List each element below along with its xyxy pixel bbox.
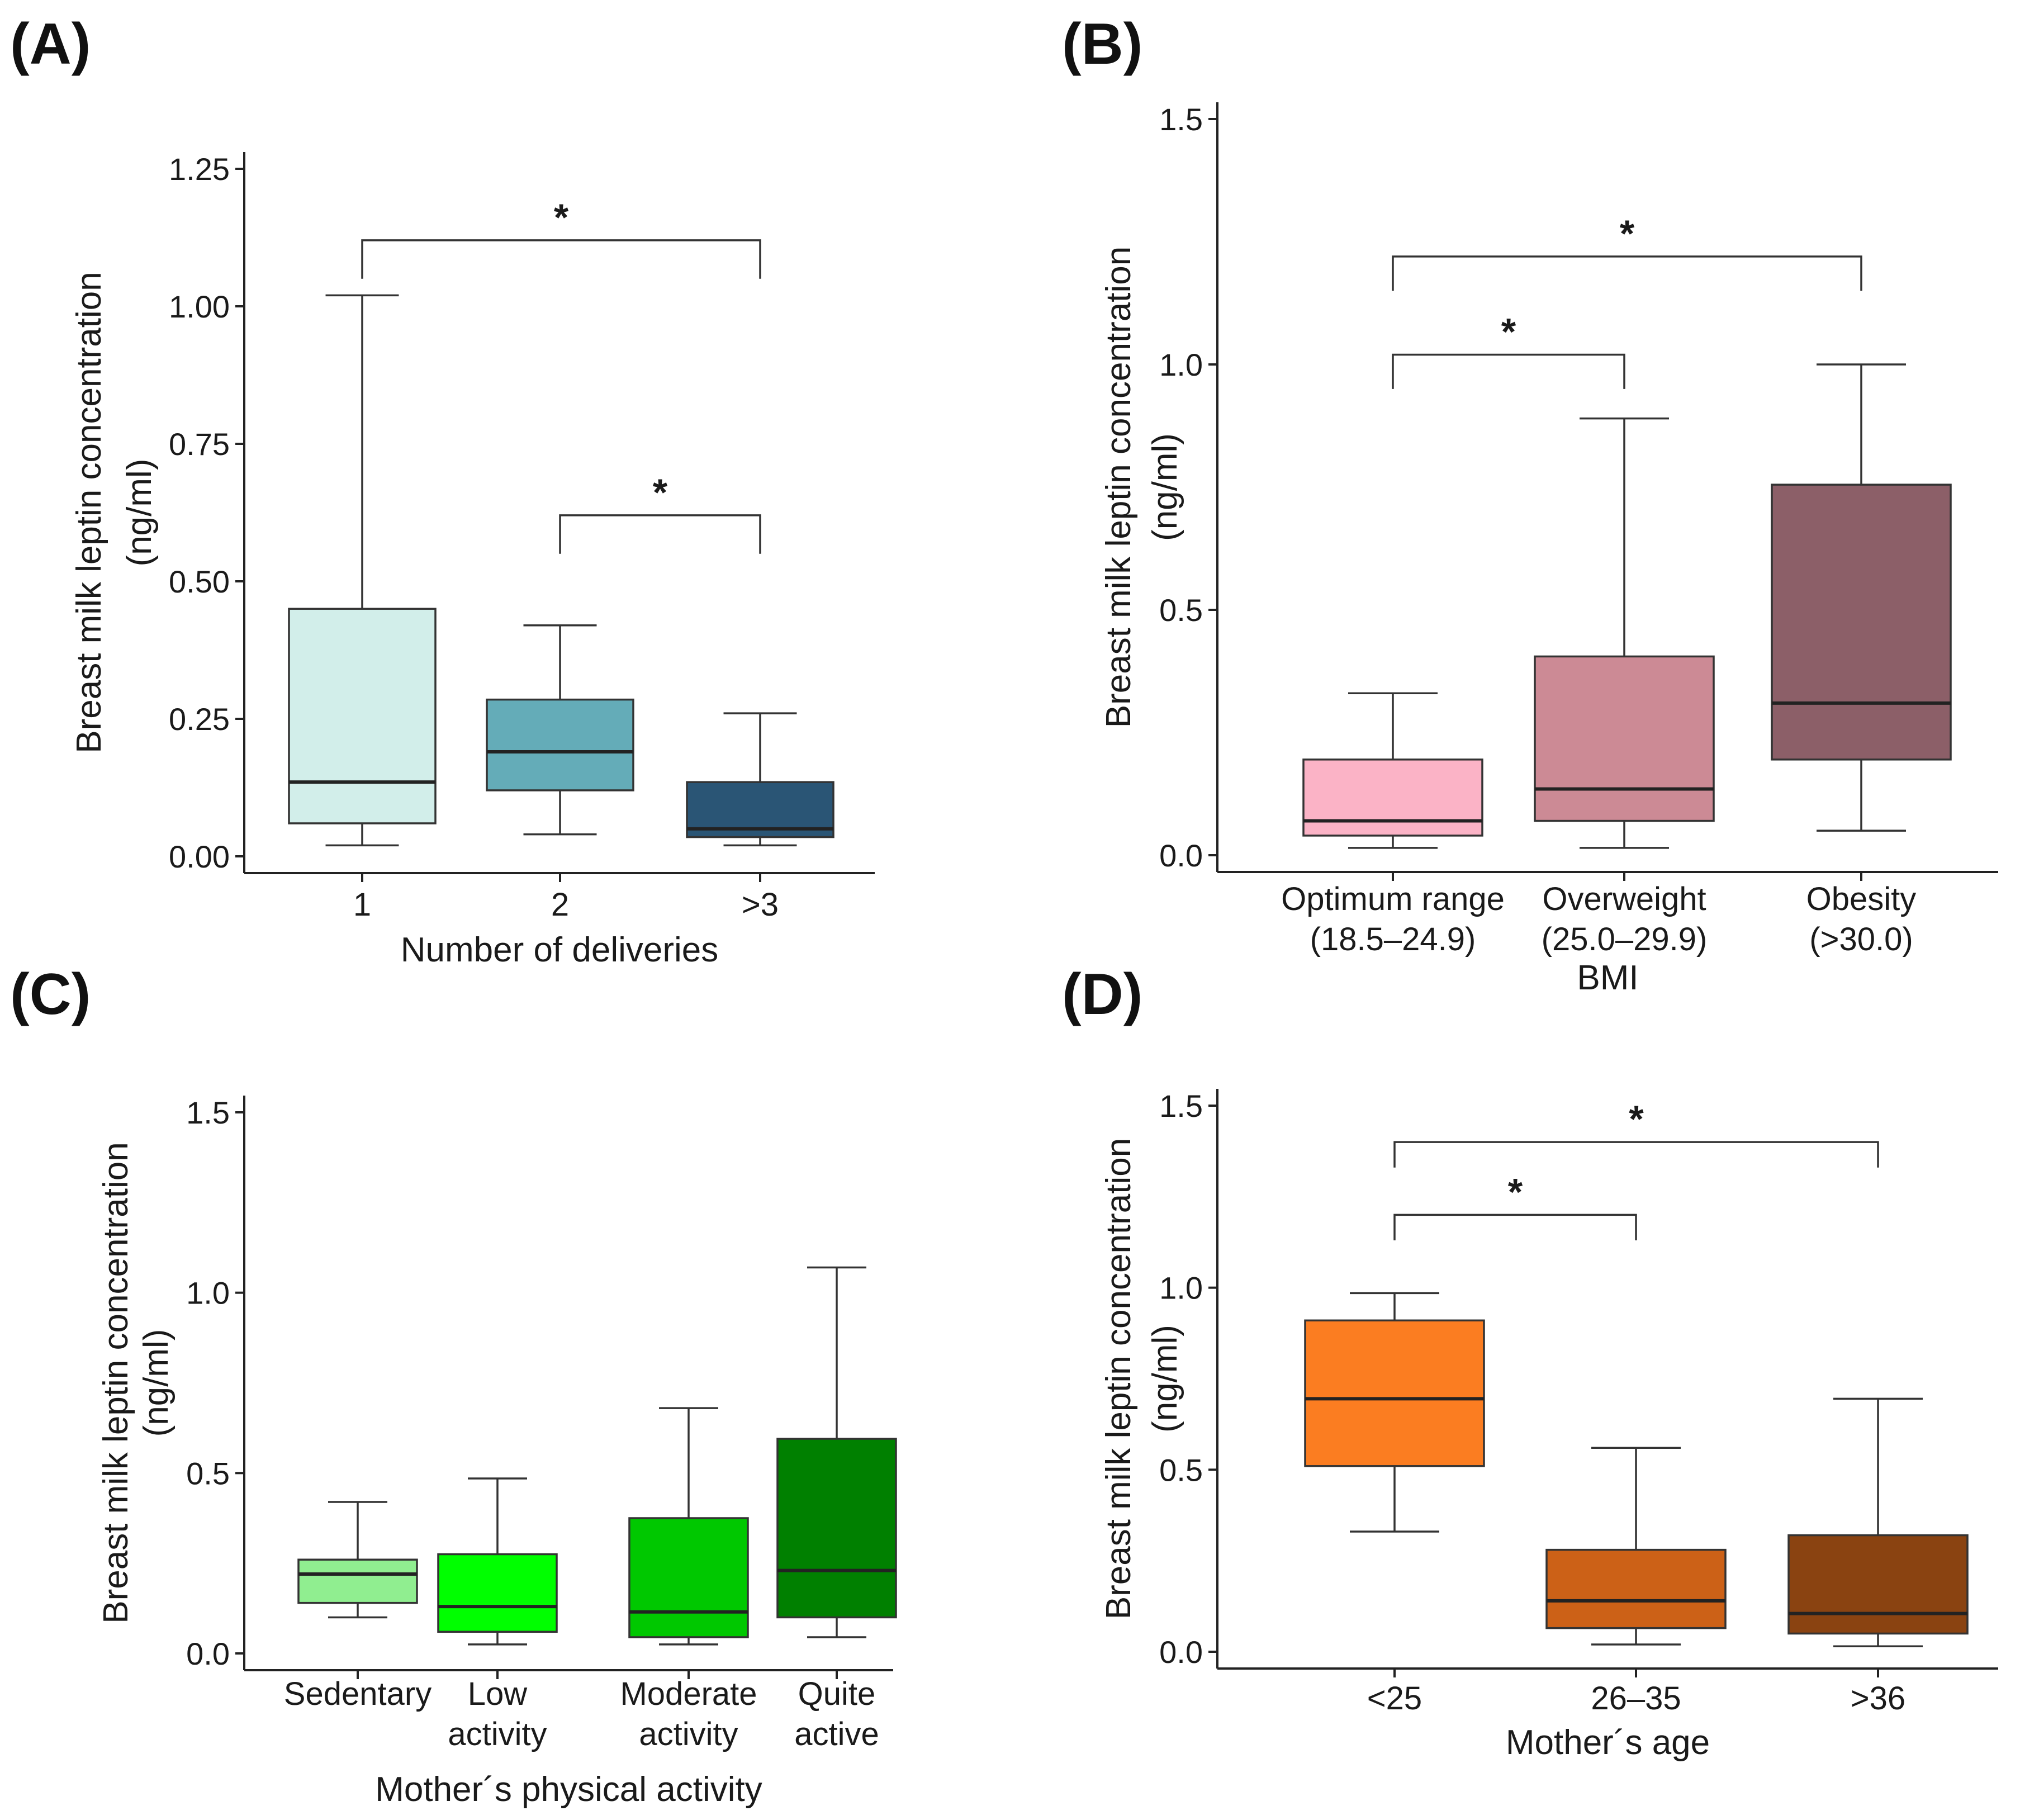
panel-a-x-tick-label: 1 bbox=[353, 887, 371, 923]
panel-a-y-axis-title: Breast milk leptin concentration bbox=[70, 272, 108, 753]
panel-b-y-axis-unit: (ng/ml) bbox=[1146, 433, 1184, 541]
panel-c-x-tick-label: Quite bbox=[798, 1676, 876, 1712]
panel-d-y-tick-label: 1.0 bbox=[1159, 1271, 1203, 1306]
panel-d-x-tick-label: <25 bbox=[1367, 1680, 1422, 1717]
panel-b-x-tick-label: Optimum range bbox=[1281, 881, 1505, 917]
panel-d-x-tick-label: >36 bbox=[1851, 1680, 1905, 1717]
panel-d-x-tick-label: 26–35 bbox=[1591, 1680, 1681, 1717]
panel-label-c: (C) bbox=[10, 962, 91, 1027]
panel-b-y-tick-label: 0.5 bbox=[1159, 593, 1203, 628]
panel-a-x-axis-title: Number of deliveries bbox=[401, 931, 719, 969]
panel-a-y-tick-label: 0.25 bbox=[169, 702, 230, 737]
panel-b-significance-bracket bbox=[1392, 353, 1625, 389]
panel-c-x-tick-label: activity bbox=[639, 1716, 738, 1752]
panel-a-box bbox=[486, 698, 634, 791]
panel-b-significance-star: * bbox=[1620, 212, 1635, 255]
panel-c-y-axis-title: Breast milk leptin concentration bbox=[97, 1142, 135, 1624]
panel-c-box bbox=[297, 1558, 418, 1604]
panel-d-box bbox=[1787, 1534, 1969, 1635]
panel-d-y-tick-label: 0.5 bbox=[1159, 1452, 1203, 1487]
panel-a-significance-bracket bbox=[559, 514, 761, 554]
panel-b-x-tick-label: (25.0–29.9) bbox=[1542, 921, 1708, 958]
panel-a-significance-star: * bbox=[554, 196, 569, 239]
panel-b-y-tick-label: 1.0 bbox=[1159, 347, 1203, 382]
panel-a-x-tick-label: >3 bbox=[742, 887, 779, 923]
panel-b-x-tick-label: Obesity bbox=[1806, 881, 1917, 917]
panel-c-y-tick-label: 0.5 bbox=[186, 1456, 230, 1491]
panel-b-significance-bracket bbox=[1392, 255, 1862, 291]
panel-b-box bbox=[1302, 759, 1483, 837]
panel-a-y-tick-label: 1.00 bbox=[169, 289, 230, 324]
panel-b-y-tick-label: 0.0 bbox=[1159, 838, 1203, 873]
panel-c-x-tick-label: Moderate bbox=[620, 1676, 757, 1712]
panel-c-box bbox=[437, 1553, 558, 1633]
panel-c-x-axis-title: Mother´s physical activity bbox=[375, 1770, 762, 1809]
panel-d-y-axis-unit: (ng/ml) bbox=[1146, 1325, 1184, 1433]
panel-a-y-tick-label: 0.50 bbox=[169, 564, 230, 599]
panel-c-x-tick-label: Low bbox=[468, 1676, 528, 1712]
panel-d-x-axis-title: Mother´s age bbox=[1506, 1723, 1710, 1762]
panel-b-significance-star: * bbox=[1501, 310, 1516, 353]
panel-label-b: (B) bbox=[1062, 12, 1143, 77]
panel-c-y-tick-label: 0.0 bbox=[186, 1636, 230, 1671]
panel-a-y-tick-label: 1.25 bbox=[169, 151, 230, 187]
panel-d-box bbox=[1304, 1319, 1485, 1467]
panel-d-significance-bracket bbox=[1393, 1214, 1637, 1240]
panel-c-y-tick-label: 1.5 bbox=[186, 1095, 230, 1130]
panel-a-significance-star: * bbox=[653, 471, 668, 514]
panel-c-x-tick-label: active bbox=[794, 1716, 879, 1752]
panel-a-box bbox=[288, 608, 437, 824]
panel-a-y-axis-unit: (ng/ml) bbox=[120, 459, 159, 567]
panel-a-y-tick-label: 0.00 bbox=[169, 839, 230, 874]
panel-label-a: (A) bbox=[10, 12, 91, 77]
panel-b-x-tick-label: (18.5–24.9) bbox=[1310, 921, 1476, 958]
panel-label-d: (D) bbox=[1062, 962, 1143, 1027]
panel-d-y-tick-label: 1.5 bbox=[1159, 1088, 1203, 1124]
panel-c-y-tick-label: 1.0 bbox=[186, 1276, 230, 1311]
panel-b-box bbox=[1534, 655, 1715, 822]
panel-d-y-axis-title: Breast milk leptin concentration bbox=[1099, 1138, 1138, 1620]
panel-c-box bbox=[628, 1517, 749, 1638]
panel-c-x-tick-label: activity bbox=[448, 1716, 547, 1752]
panel-b-x-tick-label: (>30.0) bbox=[1809, 921, 1913, 958]
panel-d-box bbox=[1545, 1548, 1727, 1629]
panel-b-y-axis-title: Breast milk leptin concentration bbox=[1099, 247, 1138, 728]
panel-a-y-tick-label: 0.75 bbox=[169, 426, 230, 462]
panel-c-box bbox=[776, 1438, 897, 1619]
panel-b-x-tick-label: Overweight bbox=[1542, 881, 1706, 917]
panel-c-x-tick-label: Sedentary bbox=[284, 1676, 431, 1712]
panel-b-x-axis-title: BMI bbox=[1577, 959, 1638, 997]
panel-a-significance-bracket bbox=[361, 239, 761, 279]
panel-d-significance-bracket bbox=[1393, 1141, 1879, 1168]
panel-a-x-tick-label: 2 bbox=[551, 887, 569, 923]
panel-c-y-axis-unit: (ng/ml) bbox=[137, 1329, 176, 1437]
panel-b-box bbox=[1771, 484, 1952, 761]
panel-d-y-tick-label: 0.0 bbox=[1159, 1634, 1203, 1670]
panel-d-significance-star: * bbox=[1629, 1098, 1644, 1140]
panel-d-significance-star: * bbox=[1508, 1170, 1523, 1213]
panel-b-y-tick-label: 1.5 bbox=[1159, 102, 1203, 137]
